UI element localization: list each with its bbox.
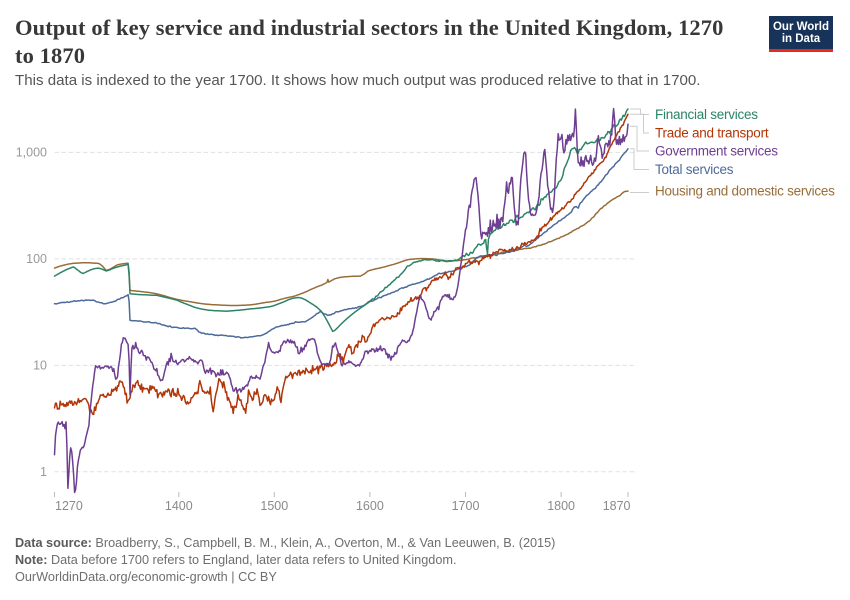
svg-text:10: 10 — [33, 358, 47, 372]
svg-text:1500: 1500 — [260, 499, 288, 513]
svg-text:Financial services: Financial services — [655, 107, 758, 122]
svg-text:Government services: Government services — [655, 143, 778, 158]
svg-text:1600: 1600 — [356, 499, 384, 513]
svg-text:1270: 1270 — [55, 499, 83, 513]
svg-text:1870: 1870 — [603, 499, 631, 513]
svg-text:1: 1 — [40, 465, 47, 479]
svg-text:Trade and transport: Trade and transport — [655, 125, 769, 140]
svg-text:1800: 1800 — [547, 499, 575, 513]
svg-text:1700: 1700 — [452, 499, 480, 513]
svg-text:1,000: 1,000 — [16, 145, 47, 159]
svg-text:Total services: Total services — [655, 162, 734, 177]
svg-text:100: 100 — [26, 252, 47, 266]
svg-text:1400: 1400 — [165, 499, 193, 513]
svg-text:Housing and domestic services: Housing and domestic services — [655, 183, 835, 198]
